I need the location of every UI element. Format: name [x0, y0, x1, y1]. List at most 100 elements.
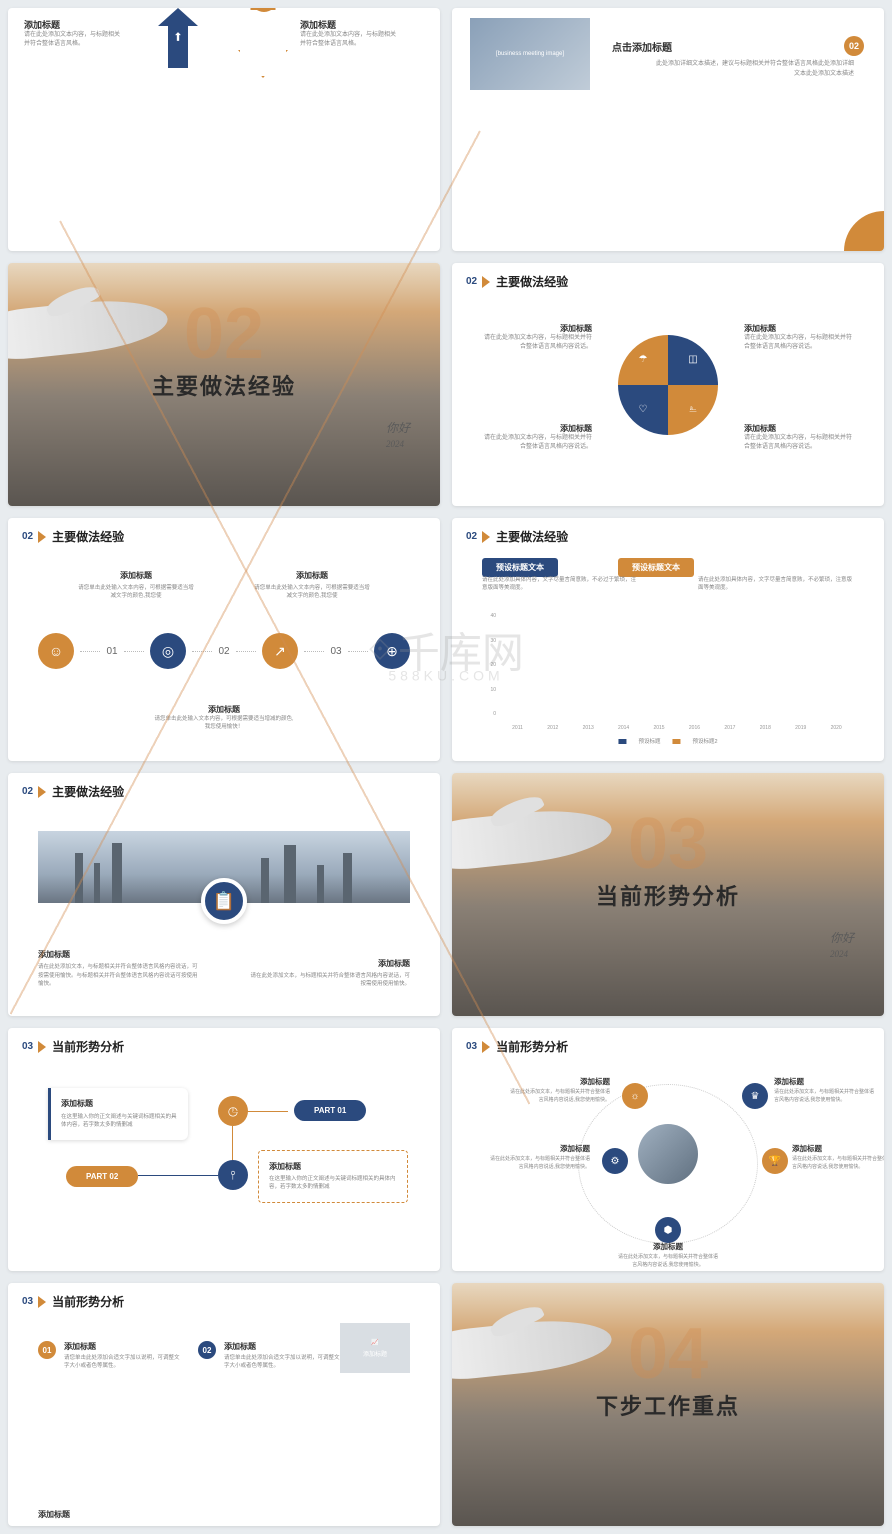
list-item: 添加标题: [38, 1509, 70, 1520]
node-icon-1: ☼: [622, 1083, 648, 1109]
pie-segment-heart-icon: ♡: [618, 385, 668, 435]
desc-text: 此处添加详细文本描述，建议与标题相关并符合整体语言风格此处添加详细文本此处添加文…: [652, 60, 854, 79]
airplane-graphic: [8, 294, 170, 363]
text-block-left: 添加标题 请在此处添加文本内容，与标题相关并符合整体语言风格。: [24, 18, 124, 49]
top-text-2: 添加标题请您单击此处输入文本内容，可根据需要适当增减文字的颜色,我您使: [252, 570, 372, 601]
label-top-left: 添加标题请在此处添加文本内容，与标题相关并符合整体语言风格内容说话。: [482, 323, 592, 352]
big-section-number: 03: [628, 803, 708, 885]
orbit-text-4: 添加标题请在此处添加文本，与标题相关并符合整体语言风格内容说话,我您使用愉快。: [792, 1143, 884, 1171]
slide-10: 03 当前形势分析 ☼ ♛ ⚙ 🏆 ⬢ 添加标题请在此处添加文本，与标题相关并符…: [452, 1028, 884, 1271]
pill-1: 预设标题文本: [482, 558, 558, 577]
orbit-text-2: 添加标题请在此处添加文本，与标题相关并符合整体语言风格内容说话,我您使用愉快。: [774, 1076, 874, 1104]
card-box-1: 添加标题在这里输入你的正文阐述与关键词标题相关的具体内容，若字数太多酌情删减: [48, 1088, 188, 1140]
pie-segment-chart-icon: ◫: [668, 335, 718, 385]
title-row: 点击添加标题 02: [612, 36, 864, 56]
chart-icon: 📈: [371, 1339, 378, 1346]
quad-pie-diagram: ☂ ◫ ⎁ ♡: [618, 335, 718, 435]
section-title: 当前形势分析: [52, 1293, 124, 1310]
node-icon-3: ⚙: [602, 1148, 628, 1174]
node-icon-2: ♛: [742, 1083, 768, 1109]
section-cover-04: 04 下步工作重点: [452, 1283, 884, 1526]
bottom-text: 添加标题 请您单击此处输入文本内容，可根据需要适当增减的颜色,我您使用愉快！: [154, 704, 294, 732]
section-title: 主要做法经验: [52, 783, 124, 800]
section-title: 主要做法经验: [52, 528, 124, 545]
node-icon-5: ⬢: [655, 1217, 681, 1243]
part-02-pill: PART 02: [66, 1166, 138, 1187]
section-cover-02: 02 主要做法经验 你好2024: [8, 263, 440, 506]
text-right: 添加标题请在此处添加文本，与标题相关并符合整体语言风格内容说话，可按需使用使用愉…: [250, 958, 410, 989]
top-text-1: 添加标题请您单击此处输入文本内容，可根据需要适当增减文字的颜色,我您使: [76, 570, 196, 601]
number-badge: 02: [844, 36, 864, 56]
airplane-graphic: [452, 1314, 614, 1383]
chart-legend: 预设标题 预设标题2: [618, 737, 717, 745]
section-title: 主要做法经验: [496, 273, 568, 290]
section-number: 02: [466, 531, 490, 543]
signature-text: 你好2024: [386, 419, 410, 451]
thumbnail-image: 📈 添加标题: [340, 1323, 410, 1373]
pie-segment-lamp-icon: ⎁: [668, 385, 718, 435]
slide-5: 02 主要做法经验 添加标题请您单击此处输入文本内容，可根据需要适当增减文字的颜…: [8, 518, 440, 761]
text-left: 添加标题请在此处添加文本，与标题相关并符合整体语言风格内容说话，可按需使用愉快。…: [38, 949, 198, 988]
section-number: 02: [22, 786, 46, 798]
arrow-up-icon: [158, 8, 198, 68]
number-badge: 01: [38, 1341, 56, 1359]
big-section-number: 02: [184, 293, 264, 375]
meeting-photo: [business meeting image]: [470, 18, 590, 90]
label-bot-left: 添加标题请在此处添加文本内容，与标题相关并符合整体语言风格内容说话。: [482, 423, 592, 452]
arrow-down-outline: [238, 8, 288, 78]
slide-9: 03 当前形势分析 添加标题在这里输入你的正文阐述与关键词标题相关的具体内容，若…: [8, 1028, 440, 1271]
airplane-graphic: [452, 804, 614, 873]
people-icon: ☺: [38, 633, 74, 669]
chart-icon: ⫯: [218, 1160, 248, 1190]
corner-accent: [844, 211, 884, 251]
slide-2: [business meeting image] 点击添加标题 02 此处添加详…: [452, 8, 884, 251]
section-title: 当前形势分析: [496, 1038, 568, 1055]
section-number: 03: [22, 1041, 46, 1053]
desc-text: 请在此处添加文本内容，与标题相关并符合整体语言风格。: [24, 31, 124, 49]
clipboard-icon: 📋: [201, 878, 247, 924]
section-title: 主要做法经验: [152, 369, 296, 401]
slide-11: 03 当前形势分析 01 添加标题请您单击此处添加合适文字加以说明，可调整文字大…: [8, 1283, 440, 1526]
target-icon: ◎: [150, 633, 186, 669]
section-title: 下步工作重点: [596, 1389, 740, 1421]
trend-icon: ↗: [262, 633, 298, 669]
section-number: 02: [22, 531, 46, 543]
title-label: 添加标题: [300, 18, 400, 31]
slide-4: 02 主要做法经验 ☂ ◫ ⎁ ♡ 添加标题请在此处添加文本内容，与标题相关并符…: [452, 263, 884, 506]
signature-text: 你好2024: [830, 929, 854, 961]
slide-1: 添加标题 请在此处添加文本内容，与标题相关并符合整体语言风格。 添加标题 请在此…: [8, 8, 440, 251]
title-label: 添加标题: [24, 18, 124, 31]
list-item: 02 添加标题请您单击此处添加合适文字加以说明，可调整文字大小或者色等属性。: [198, 1341, 344, 1371]
list-item: 01 添加标题请您单击此处添加合适文字加以说明，可调整文字大小或者色等属性。: [38, 1341, 184, 1371]
click-add-title: 点击添加标题: [612, 39, 672, 54]
text-block-right: 添加标题 请在此处添加文本内容，与标题相关并符合整体语言风格。: [300, 18, 400, 49]
orbit-text-5: 添加标题请在此处添加文本，与标题相关并符合整体语言风格内容说话,我您使用愉快。: [618, 1241, 718, 1269]
section-cover-03: 03 当前形势分析 你好2024: [452, 773, 884, 1016]
part-01-pill: PART 01: [294, 1100, 366, 1121]
icon-step-row: ☺ 01 ◎ 02 ↗ 03 ⊕: [38, 633, 410, 669]
globe-icon: ⊕: [374, 633, 410, 669]
section-number: 03: [466, 1041, 490, 1053]
building-photo: [638, 1124, 698, 1184]
orbit-text-3: 添加标题请在此处添加文本，与标题相关并符合整体语言风格内容说话,我您使用愉快。: [490, 1143, 590, 1171]
section-number: 02: [466, 276, 490, 288]
slide-7: 02 主要做法经验 📋 添加标题请在此处添加文本，与标题相关并符合整体语言风格内…: [8, 773, 440, 1016]
pill-desc-1: 请在此处添加具体内容，文字尽量言简意赅，不必过于繁琐，注意版面等美观度。: [482, 576, 638, 593]
pill-2: 预设标题文本: [618, 558, 694, 577]
pill-desc-2: 请在此处添加具体内容，文字尽量言简意赅，不必繁琐，注意版面等美观度。: [698, 576, 854, 593]
bar-chart: 403020100 201120122013201420152016201720…: [482, 613, 854, 731]
pie-segment-umbrella-icon: ☂: [618, 335, 668, 385]
big-section-number: 04: [628, 1313, 708, 1395]
label-bot-right: 添加标题请在此处添加文本内容，与标题相关并符合整体语言风格内容说话。: [744, 423, 854, 452]
section-title: 当前形势分析: [596, 879, 740, 911]
dashed-box-2: 添加标题 在这里输入你的正文阐述与关键词标题相关的具体内容，若字数太多酌情删减: [258, 1150, 408, 1203]
slide-6-barchart: 02 主要做法经验 预设标题文本 预设标题文本 请在此处添加具体内容，文字尽量言…: [452, 518, 884, 761]
orbit-text-1: 添加标题请在此处添加文本，与标题相关并符合整体语言风格内容说话,我您使用愉快。: [510, 1076, 610, 1104]
number-badge: 02: [198, 1341, 216, 1359]
section-title: 主要做法经验: [496, 528, 568, 545]
desc-text: 请在此处添加文本内容，与标题相关并符合整体语言风格。: [300, 31, 400, 49]
label-top-right: 添加标题请在此处添加文本内容，与标题相关并符合整体语言风格内容说话。: [744, 323, 854, 352]
node-icon-4: 🏆: [762, 1148, 788, 1174]
section-title: 当前形势分析: [52, 1038, 124, 1055]
section-number: 03: [22, 1296, 46, 1308]
